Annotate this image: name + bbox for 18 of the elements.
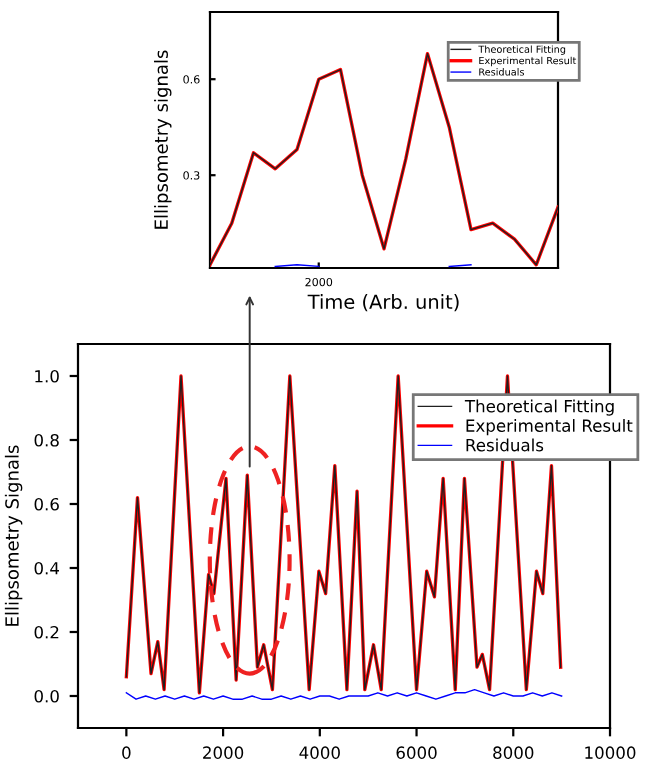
y-tick-label: 0.0: [34, 689, 59, 703]
x-tick-label: 8000: [493, 746, 534, 759]
x-tick-label: 2000: [203, 746, 244, 759]
y-tick-label: 0.4: [34, 561, 60, 575]
y-tick-label: 1.0: [35, 369, 59, 383]
x-axis-title: Time (Arb. unit): [307, 294, 459, 312]
x-tick-label: 4000: [299, 746, 340, 759]
y-axis-title: Ellipsometry Signals: [4, 445, 23, 626]
legend-label: Experimental Result: [466, 419, 633, 436]
x-tick-label: 6000: [396, 746, 437, 759]
y-axis-title: Ellipsometry signals: [154, 50, 172, 229]
x-tick-label: 0: [122, 746, 131, 759]
legend-label: Residuals: [466, 438, 544, 452]
x-tick-label: 10000: [585, 746, 636, 759]
y-tick-label: 0.8: [34, 433, 59, 447]
legend-label: Theoretical Fitting: [464, 399, 614, 416]
y-tick-label: 0.6: [34, 497, 59, 511]
y-tick-label: 0.2: [34, 625, 59, 639]
